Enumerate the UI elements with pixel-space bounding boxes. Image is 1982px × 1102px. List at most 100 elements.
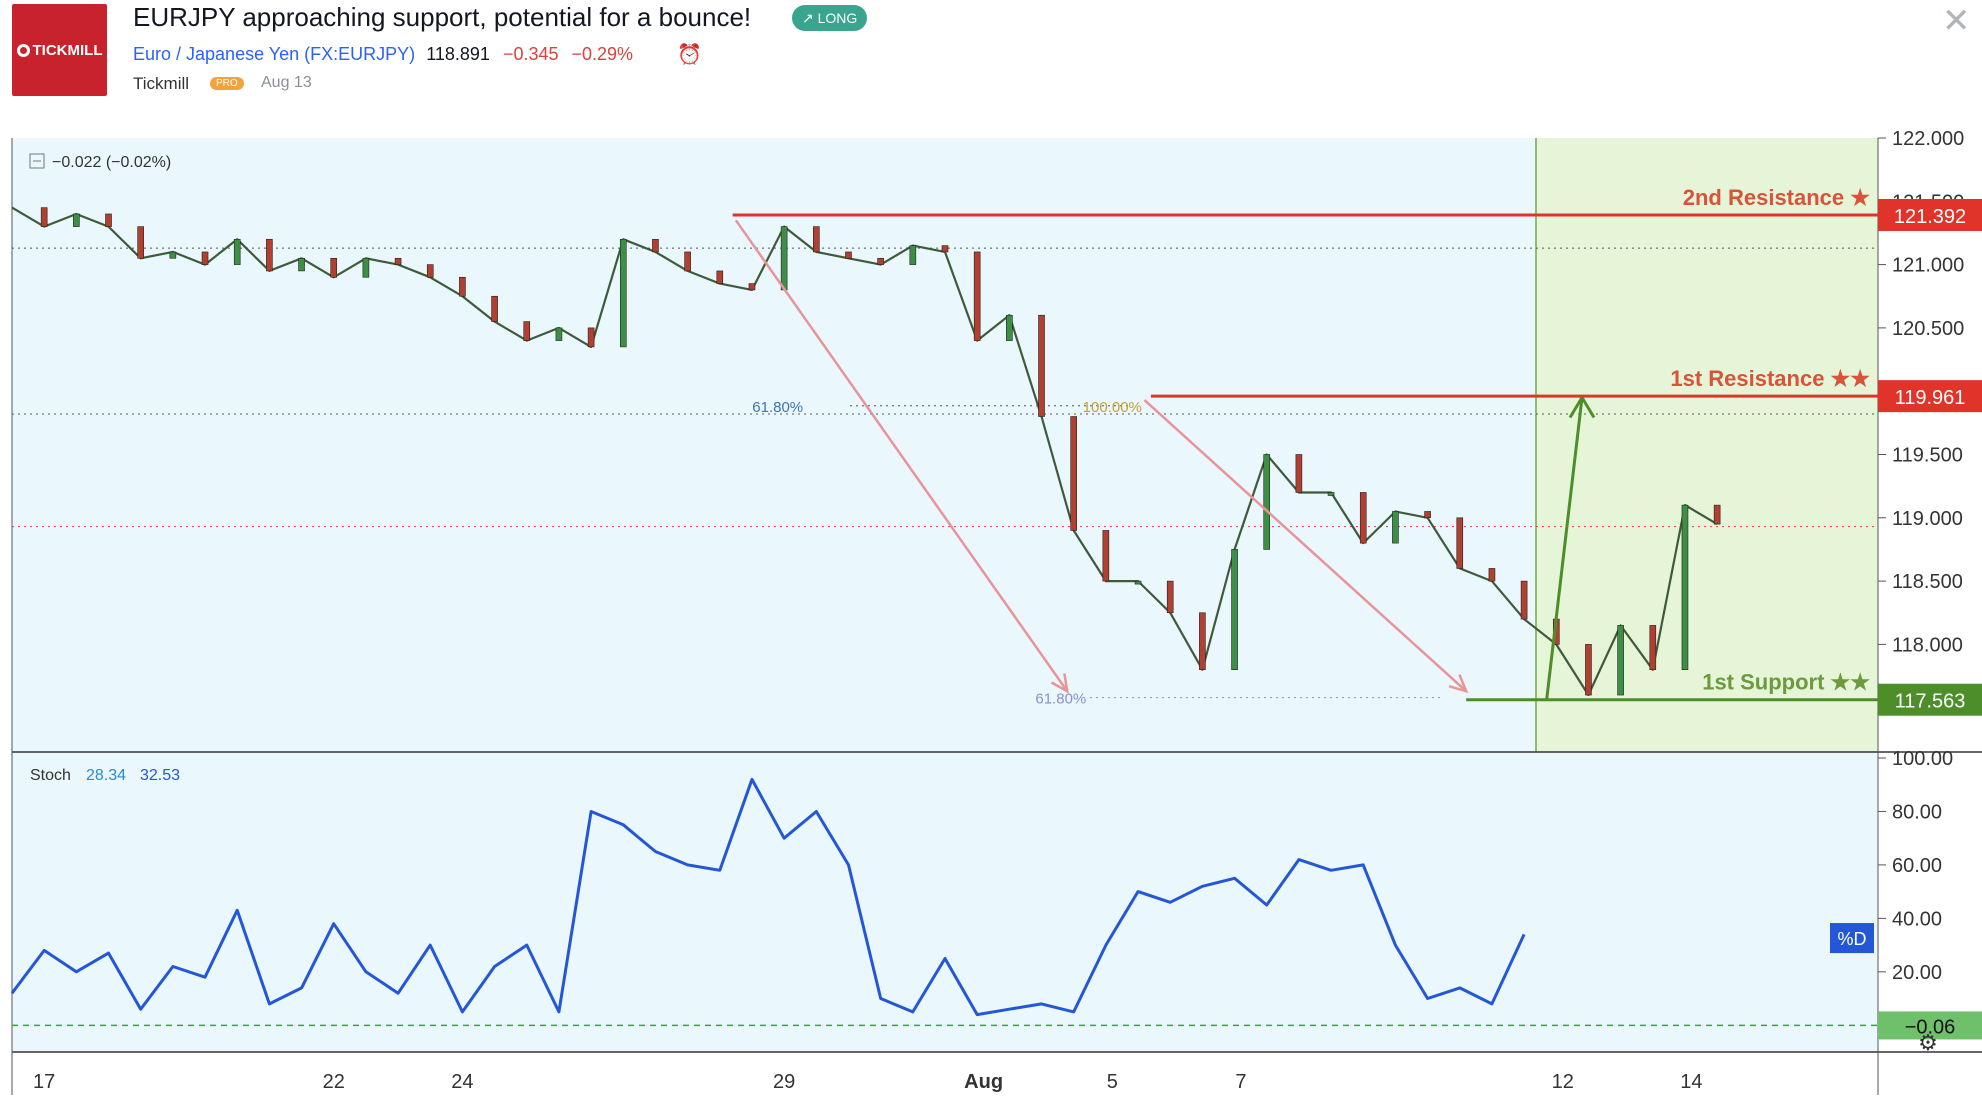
publish-date: Aug 13	[261, 74, 312, 91]
price-tick-label: 118.500	[1892, 571, 1963, 593]
price-candle	[780, 226, 788, 291]
price-candle	[684, 251, 691, 272]
price-change-percent: −0.29%	[571, 44, 634, 64]
time-tick-label: 17	[33, 1071, 55, 1093]
stoch-d-line	[10, 777, 1526, 1017]
price-candle	[523, 321, 531, 341]
trend-arrow-down-2	[1143, 399, 1468, 693]
price-candle	[1359, 492, 1367, 544]
time-tick-label: 5	[1107, 1071, 1118, 1093]
last-price: 118.891	[426, 44, 490, 64]
price-candle	[1263, 454, 1271, 550]
stoch-series-tag-label: %D	[1837, 929, 1866, 949]
price-candle	[1295, 454, 1303, 493]
price-candle	[1649, 625, 1657, 671]
price-candle	[298, 257, 305, 272]
price-candle	[40, 207, 48, 227]
logo-mark-icon	[16, 43, 30, 57]
price-candle	[1166, 580, 1174, 614]
level-label: 1st Support ★★	[1702, 670, 1870, 695]
idea-title: EURJPY approaching support, potential fo…	[133, 2, 752, 32]
long-badge: ↗ LONG	[792, 5, 868, 31]
price-candle	[1520, 580, 1528, 620]
price-tick-label: 122.000	[1892, 128, 1964, 150]
price-candle	[1585, 644, 1592, 696]
price-candle	[748, 283, 756, 291]
price-candle	[587, 327, 595, 348]
price-candle	[137, 226, 144, 259]
level-price-tag	[1878, 683, 1982, 716]
price-tick-label: 119.500	[1892, 444, 1963, 466]
fib-label: 61.80%	[1035, 691, 1086, 708]
symbol-line: Euro / Japanese Yen (FX:EURJPY) 118.891 …	[133, 44, 633, 65]
price-candle	[169, 251, 177, 259]
price-candle	[330, 257, 338, 278]
price-candle	[555, 327, 563, 341]
price-candle	[394, 257, 402, 265]
price-candle	[201, 251, 209, 265]
price-candle	[1070, 416, 1077, 531]
stoch-last-label: −0.06	[1905, 1016, 1956, 1038]
price-candle	[1134, 580, 1142, 585]
price-candle	[1102, 530, 1110, 582]
stoch-tick-label: 100.00	[1892, 748, 1953, 770]
stoch-series-tag	[1830, 923, 1874, 954]
chart-header: TICKMILL EURJPY approaching support, pot…	[0, 0, 1982, 130]
price-candle	[877, 257, 884, 265]
level-label: 1st Resistance ★★	[1670, 366, 1870, 391]
time-tick-label: Aug	[964, 1071, 1003, 1093]
stoch-pane-bg	[12, 752, 1878, 1052]
stoch-tick-label: 40.00	[1892, 908, 1942, 930]
price-candle	[652, 238, 659, 253]
price-tick-label: 120.500	[1892, 318, 1964, 340]
stoch-d-value: 32.53	[140, 767, 180, 784]
price-candle	[716, 270, 724, 284]
price-candle	[619, 238, 627, 348]
price-candle	[973, 251, 981, 341]
price-candle	[459, 276, 466, 297]
time-tick-label: 29	[773, 1071, 795, 1093]
price-candle	[233, 238, 241, 265]
time-tick-label: 24	[451, 1071, 473, 1093]
price-tick-label: 121.000	[1892, 255, 1964, 277]
price-candle	[909, 245, 917, 265]
symbol-name-link[interactable]: Euro / Japanese Yen	[133, 44, 300, 64]
price-candle	[1681, 504, 1689, 671]
price-candle	[105, 213, 112, 227]
level-price-label: 121.392	[1894, 206, 1966, 228]
symbol-code-link[interactable]: (FX:EURJPY)	[304, 44, 416, 64]
alarm-clock-icon[interactable]: ⏰	[677, 44, 702, 66]
price-candle	[1392, 511, 1399, 544]
level-price-label: 117.563	[1895, 691, 1966, 713]
level-price-tag	[1878, 198, 1982, 231]
stoch-title: Stoch	[30, 767, 71, 784]
level-price-tag	[1878, 380, 1982, 413]
price-candle	[1424, 511, 1431, 519]
price-series-line	[11, 206, 1718, 697]
price-candle	[266, 238, 273, 272]
price-candle	[1456, 517, 1464, 569]
price-change: −0.345	[502, 44, 559, 64]
close-icon[interactable]: ✕	[1942, 2, 1971, 40]
price-candle	[813, 226, 820, 253]
trend-arrow-down-2-head	[1448, 674, 1469, 694]
price-candle	[73, 213, 80, 227]
price-candle	[845, 251, 852, 259]
time-tick-label: 7	[1235, 1071, 1246, 1093]
pro-badge: PRO	[210, 77, 244, 90]
level-label: 2nd Resistance ★	[1683, 185, 1871, 210]
price-candle	[426, 264, 434, 278]
author-name[interactable]: Tickmill	[133, 74, 190, 93]
long-zone	[1536, 138, 1878, 752]
trend-arrow-down-1	[734, 219, 1069, 692]
collapse-icon[interactable]	[29, 153, 45, 169]
tickmill-logo[interactable]: TICKMILL	[12, 4, 107, 96]
price-tick-label: 119.000	[1892, 508, 1963, 530]
settings-gear-icon[interactable]: ⚙	[1918, 1031, 1938, 1056]
stoch-k-value: 28.34	[86, 767, 126, 784]
price-candle	[1617, 625, 1624, 696]
price-candle	[1038, 314, 1045, 417]
stoch-tick-label: 60.00	[1892, 855, 1942, 877]
price-candle	[1199, 612, 1206, 671]
